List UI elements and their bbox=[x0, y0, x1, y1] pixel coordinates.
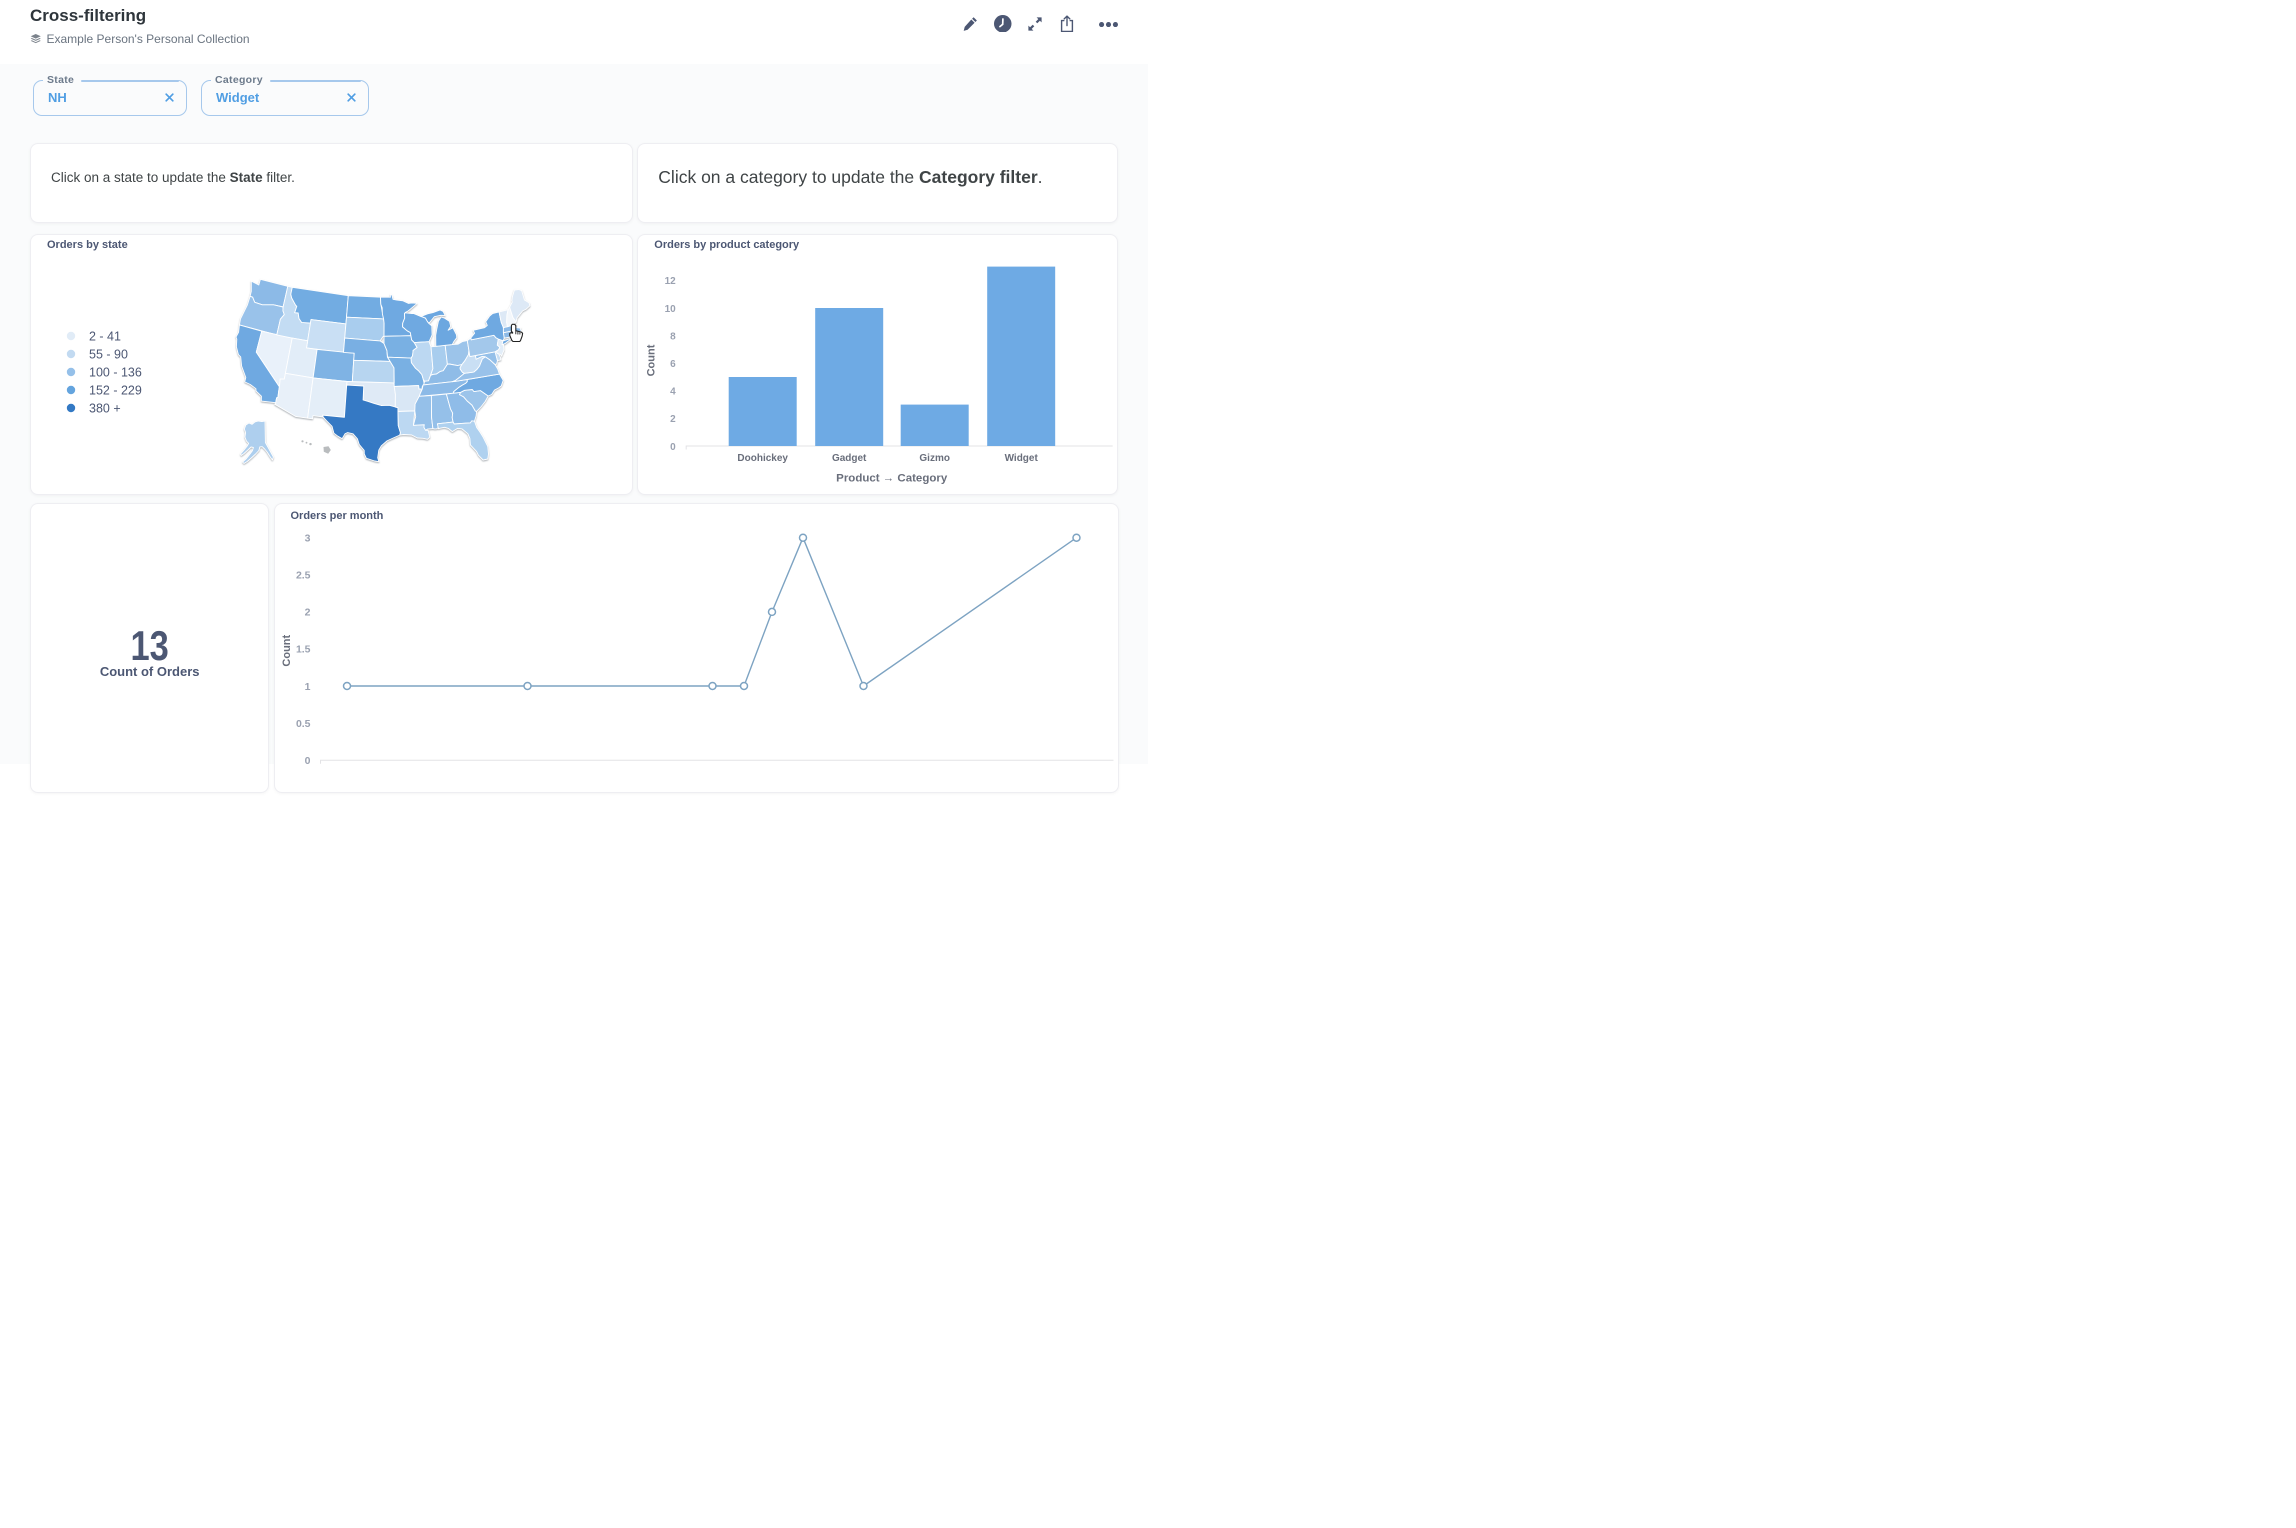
svg-text:Widget: Widget bbox=[1005, 452, 1039, 463]
svg-text:4: 4 bbox=[670, 386, 676, 397]
svg-text:1: 1 bbox=[304, 682, 310, 693]
svg-text:55 - 90: 55 - 90 bbox=[89, 347, 128, 361]
svg-text:Gizmo: Gizmo bbox=[920, 452, 951, 463]
svg-text:Gadget: Gadget bbox=[832, 452, 867, 463]
svg-text:2: 2 bbox=[670, 414, 676, 425]
svg-text:380 +: 380 + bbox=[89, 401, 121, 415]
svg-text:Product → Category: Product → Category bbox=[836, 472, 948, 484]
svg-text:Doohickey: Doohickey bbox=[738, 452, 789, 463]
svg-text:2 - 41: 2 - 41 bbox=[89, 329, 121, 343]
svg-text:8: 8 bbox=[670, 331, 676, 342]
svg-text:100 - 136: 100 - 136 bbox=[89, 365, 142, 379]
svg-text:0: 0 bbox=[304, 756, 310, 764]
svg-text:6: 6 bbox=[670, 358, 676, 369]
svg-text:0.5: 0.5 bbox=[295, 719, 310, 730]
svg-text:3: 3 bbox=[304, 534, 310, 545]
svg-text:1.5: 1.5 bbox=[295, 645, 310, 656]
svg-text:2.5: 2.5 bbox=[295, 571, 310, 582]
svg-text:Count: Count bbox=[646, 344, 658, 376]
svg-text:2: 2 bbox=[304, 608, 310, 619]
svg-text:0: 0 bbox=[670, 441, 676, 452]
svg-text:152 - 229: 152 - 229 bbox=[89, 383, 142, 397]
svg-text:Count: Count bbox=[281, 635, 293, 667]
svg-text:10: 10 bbox=[665, 303, 677, 314]
svg-text:12: 12 bbox=[665, 276, 677, 287]
